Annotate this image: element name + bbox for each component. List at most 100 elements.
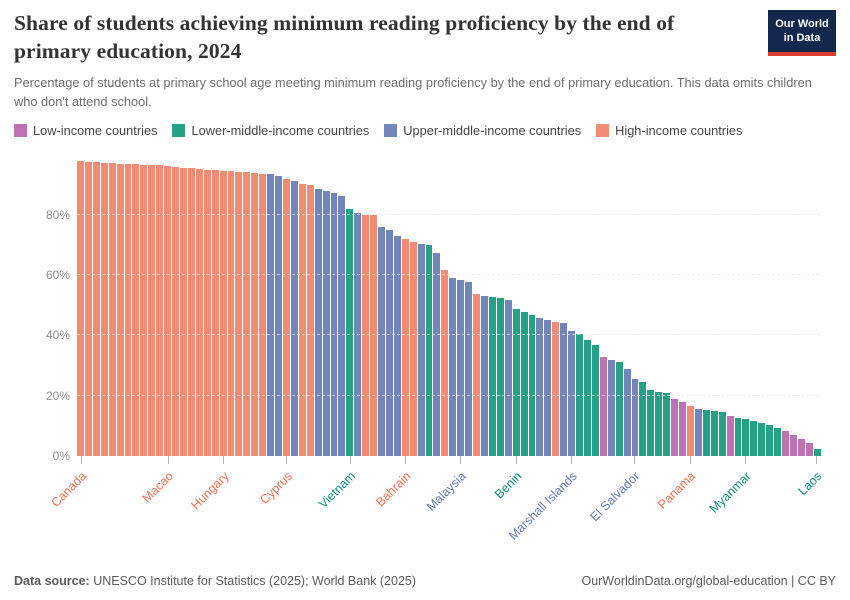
- x-axis-label-el-salvador[interactable]: El Salvador: [587, 469, 643, 525]
- footer-link[interactable]: OurWorldinData.org/global-education | CC…: [581, 574, 836, 588]
- bar-rank-89[interactable]: [774, 427, 782, 457]
- bar-rank-52[interactable]: [481, 295, 488, 457]
- bar-rank-10[interactable]: [148, 164, 156, 457]
- bar-rank-7[interactable]: [124, 163, 132, 457]
- x-axis-label-cyprus[interactable]: Cyprus: [257, 469, 295, 508]
- bar-rank-2[interactable]: [84, 161, 92, 457]
- bar-rank-22[interactable]: [243, 172, 251, 457]
- bar-rank-32[interactable]: [322, 190, 330, 457]
- bar-rank-38[interactable]: [370, 215, 378, 457]
- bar-benin[interactable]: [512, 309, 520, 457]
- bar-rank-60[interactable]: [544, 319, 552, 457]
- bar-rank-62[interactable]: [560, 323, 568, 457]
- bar-rank-41[interactable]: [393, 236, 401, 457]
- bar-rank-34[interactable]: [338, 195, 346, 457]
- legend-item-lo[interactable]: Low-income countries: [14, 123, 157, 138]
- bar-rank-61[interactable]: [552, 321, 560, 457]
- bar-rank-73[interactable]: [647, 390, 655, 457]
- bar-cyprus[interactable]: [282, 178, 290, 457]
- bar-rank-72[interactable]: [639, 381, 647, 457]
- bar-rank-5[interactable]: [108, 163, 116, 457]
- bar-rank-18[interactable]: [211, 170, 219, 457]
- bar-marshall-islands[interactable]: [568, 331, 576, 457]
- x-axis-label-vietnam[interactable]: Vietnam: [316, 469, 359, 512]
- bar-rank-4[interactable]: [100, 162, 108, 457]
- bar-rank-66[interactable]: [591, 345, 599, 457]
- bar-rank-26[interactable]: [275, 176, 282, 457]
- bar-rank-43[interactable]: [409, 241, 417, 457]
- bar-bahrain[interactable]: [401, 239, 409, 457]
- bar-rank-93[interactable]: [805, 442, 813, 457]
- bar-rank-82[interactable]: [718, 412, 726, 457]
- bar-rank-39[interactable]: [378, 226, 385, 457]
- bar-rank-59[interactable]: [536, 317, 544, 457]
- bar-rank-8[interactable]: [132, 164, 140, 457]
- bar-macao[interactable]: [164, 166, 172, 457]
- bar-rank-45[interactable]: [425, 244, 433, 457]
- x-axis-label-malaysia[interactable]: Malaysia: [424, 469, 469, 515]
- bar-rank-70[interactable]: [623, 369, 631, 457]
- bar-rank-11[interactable]: [156, 165, 164, 457]
- bar-rank-77[interactable]: [679, 401, 686, 457]
- bar-rank-51[interactable]: [473, 293, 481, 457]
- bar-rank-33[interactable]: [330, 192, 338, 457]
- bar-rank-84[interactable]: [734, 417, 742, 457]
- x-axis-label-hungary[interactable]: Hungary: [188, 469, 232, 513]
- bar-rank-44[interactable]: [417, 243, 425, 457]
- bar-rank-16[interactable]: [195, 169, 203, 457]
- bar-rank-9[interactable]: [140, 164, 148, 457]
- bar-rank-36[interactable]: [354, 212, 362, 457]
- bar-rank-74[interactable]: [655, 391, 663, 457]
- bar-panama[interactable]: [686, 406, 694, 457]
- x-axis-label-myanmar[interactable]: Myanmar: [706, 469, 754, 516]
- legend-item-hi[interactable]: High-income countries: [596, 123, 742, 138]
- owid-logo[interactable]: Our World in Data: [768, 10, 836, 56]
- bar-canada[interactable]: [77, 160, 84, 457]
- bar-laos[interactable]: [813, 449, 821, 457]
- bar-myanmar[interactable]: [742, 419, 750, 457]
- bar-el-salvador[interactable]: [631, 379, 639, 457]
- bar-rank-57[interactable]: [520, 311, 528, 457]
- legend-item-lm[interactable]: Lower-middle-income countries: [172, 123, 369, 138]
- bar-rank-68[interactable]: [607, 359, 615, 457]
- bar-rank-15[interactable]: [187, 168, 195, 457]
- bar-rank-87[interactable]: [758, 422, 766, 457]
- bar-rank-83[interactable]: [726, 416, 734, 457]
- bar-rank-25[interactable]: [267, 174, 275, 457]
- x-axis-label-laos[interactable]: Laos: [795, 469, 825, 499]
- bar-rank-76[interactable]: [671, 399, 679, 457]
- bar-rank-92[interactable]: [797, 438, 805, 457]
- bar-rank-65[interactable]: [584, 340, 591, 457]
- x-axis-label-canada[interactable]: Canada: [48, 469, 90, 511]
- bar-rank-80[interactable]: [702, 410, 710, 457]
- bar-malaysia[interactable]: [457, 280, 465, 457]
- bar-rank-29[interactable]: [298, 183, 306, 457]
- bar-rank-17[interactable]: [203, 169, 211, 457]
- bar-rank-23[interactable]: [251, 172, 259, 457]
- x-axis-label-panama[interactable]: Panama: [655, 469, 699, 513]
- bar-rank-14[interactable]: [179, 167, 187, 457]
- bar-rank-79[interactable]: [694, 408, 702, 457]
- x-axis-label-bahrain[interactable]: Bahrain: [373, 469, 414, 510]
- bar-rank-46[interactable]: [433, 252, 441, 457]
- bar-rank-58[interactable]: [528, 314, 536, 457]
- bar-rank-67[interactable]: [599, 357, 607, 457]
- bar-rank-88[interactable]: [766, 425, 774, 457]
- bar-rank-21[interactable]: [235, 171, 243, 457]
- x-axis-label-benin[interactable]: Benin: [491, 469, 525, 502]
- bar-rank-30[interactable]: [306, 185, 314, 457]
- x-axis-label-macao[interactable]: Macao: [139, 469, 177, 506]
- bar-rank-75[interactable]: [663, 393, 671, 457]
- bar-rank-53[interactable]: [488, 296, 496, 457]
- bar-rank-50[interactable]: [465, 282, 473, 457]
- bar-rank-47[interactable]: [441, 269, 449, 457]
- bar-hungary[interactable]: [219, 170, 227, 457]
- bar-rank-37[interactable]: [362, 214, 370, 457]
- bar-rank-86[interactable]: [750, 420, 758, 457]
- bar-rank-20[interactable]: [227, 171, 235, 457]
- bar-vietnam[interactable]: [346, 208, 354, 457]
- bar-rank-40[interactable]: [385, 230, 393, 457]
- bar-rank-81[interactable]: [710, 410, 718, 457]
- bar-rank-48[interactable]: [449, 278, 457, 457]
- bar-rank-55[interactable]: [504, 300, 512, 457]
